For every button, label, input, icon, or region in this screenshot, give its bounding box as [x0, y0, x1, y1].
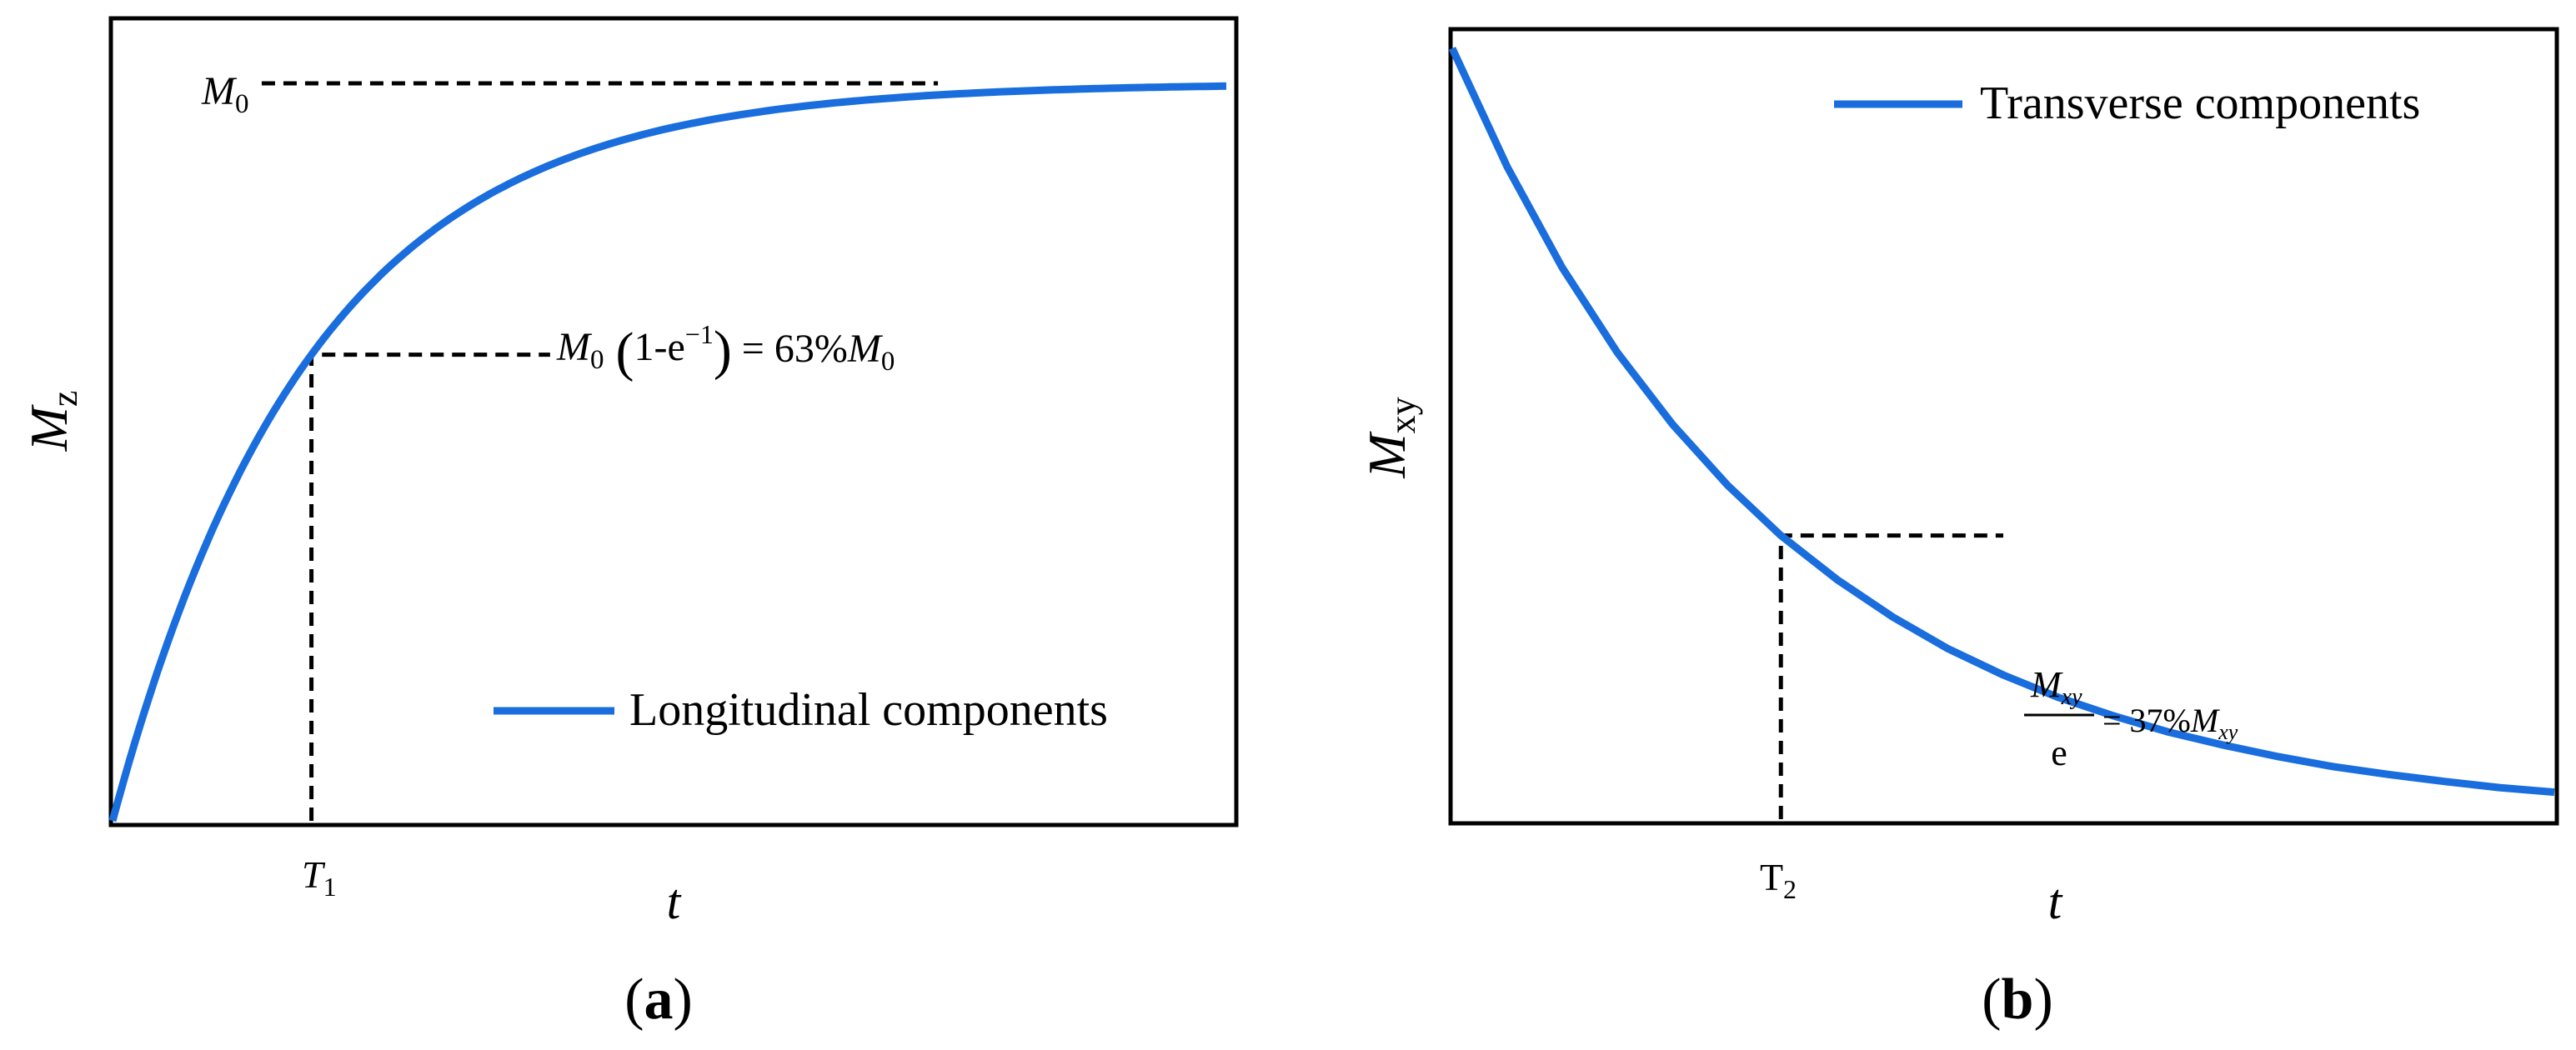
- m0-level-label: M0: [201, 69, 248, 119]
- panel-a: M0 M0 (1-e−1) = 63%M0 T1 Longitudinal com…: [19, 16, 1239, 1032]
- t2-fraction-rhs: = 37%Mxy: [2102, 702, 2238, 744]
- panel-b: Mxy e = 37%Mxy T2 Transverse components …: [1357, 27, 2559, 1032]
- t1-guide-lines: [309, 352, 550, 821]
- legend-label-longitudinal: Longitudinal components: [629, 684, 1108, 736]
- t2-annotation-label: Mxy e = 37%Mxy: [2024, 664, 2238, 773]
- t1-annotation-label: M0 (1-e−1) = 63%M0: [556, 319, 895, 382]
- y-axis-label-b: Mxy: [1357, 397, 1423, 478]
- panel-b-frame: [1448, 27, 2559, 826]
- t2-tick-label: T2: [1760, 856, 1797, 904]
- t2-fraction-numerator: Mxy: [2030, 664, 2082, 710]
- y-axis-label-a: Mz: [19, 391, 85, 452]
- legend-b: Transverse components: [1834, 78, 2420, 129]
- series-line-transverse: [1448, 47, 2555, 797]
- t2-fraction-denominator: e: [2051, 732, 2067, 773]
- caption-b: (b): [1982, 968, 2053, 1032]
- t1-tick-label: T1: [302, 853, 337, 902]
- x-axis-label-a: t: [667, 874, 682, 929]
- legend-label-transverse: Transverse components: [1980, 78, 2420, 129]
- series-line-longitudinal: [108, 82, 1227, 822]
- x-axis-label-b: t: [2048, 874, 2063, 929]
- caption-a: (a): [624, 968, 693, 1032]
- legend-a: Longitudinal components: [494, 684, 1108, 736]
- panel-a-frame: [108, 16, 1239, 828]
- t2-guide-lines: [1778, 533, 2003, 819]
